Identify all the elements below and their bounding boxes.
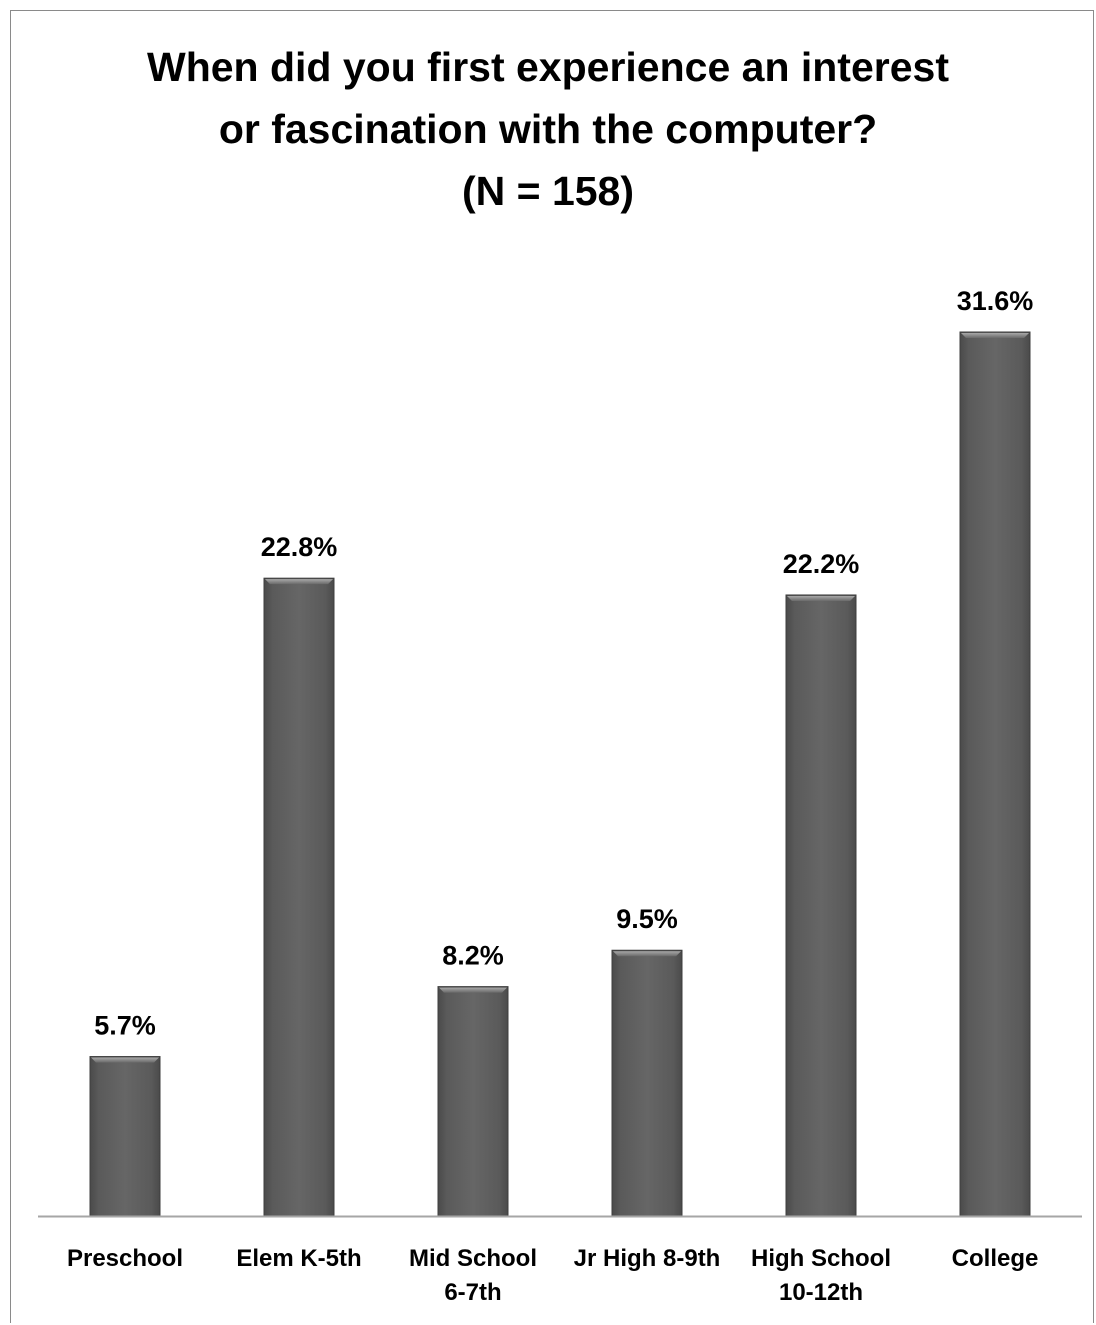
bar-body: [89, 1056, 161, 1217]
value-label: 9.5%: [616, 904, 678, 934]
chart-title-line-3: (N = 158): [461, 168, 635, 214]
category-label: College: [952, 1245, 1039, 1272]
chart-frame: [10, 10, 1094, 1323]
category-label: Mid School: [409, 1245, 537, 1272]
bar: [437, 986, 509, 1217]
value-label: 5.7%: [94, 1011, 156, 1041]
category-label: Preschool: [67, 1245, 183, 1272]
bar: [611, 949, 683, 1217]
value-label: 22.8%: [261, 532, 338, 562]
bar-bevel: [91, 1057, 159, 1063]
chart-title-line-1: When did you first experience an interes…: [147, 44, 949, 90]
bar-body: [959, 331, 1031, 1217]
bar: [89, 1056, 161, 1217]
value-label: 31.6%: [957, 286, 1034, 316]
value-labels-layer: 5.7% 22.8% 8.2% 9.5% 22.2% 31.6%: [94, 286, 1033, 1041]
bar: [959, 331, 1031, 1217]
bar-body: [437, 986, 509, 1217]
chart-title: When did you first experience an interes…: [0, 36, 1096, 222]
category-label: Elem K-5th: [236, 1245, 361, 1272]
bar-body: [785, 594, 857, 1217]
bar-bevel: [613, 951, 681, 957]
category-label: 6-7th: [444, 1279, 501, 1306]
category-label: Jr High 8-9th: [574, 1245, 721, 1272]
bar-bevel: [265, 579, 333, 585]
category-label: 10-12th: [779, 1279, 863, 1306]
value-label: 22.2%: [783, 549, 860, 579]
bar: [785, 594, 857, 1217]
bar-bevel: [787, 595, 855, 601]
bars-layer: [89, 331, 1031, 1217]
bar-bevel: [961, 333, 1029, 338]
bar: [263, 577, 335, 1217]
value-label: 8.2%: [442, 941, 504, 971]
category-label: High School: [751, 1245, 891, 1272]
bar-bevel: [439, 987, 507, 993]
chart-title-line-2: or fascination with the computer?: [218, 106, 878, 152]
category-labels-layer: Preschool Elem K-5th Mid School 6-7th Jr Hig…: [67, 1245, 1038, 1306]
bar-body: [263, 577, 335, 1217]
bar-body: [611, 949, 683, 1217]
